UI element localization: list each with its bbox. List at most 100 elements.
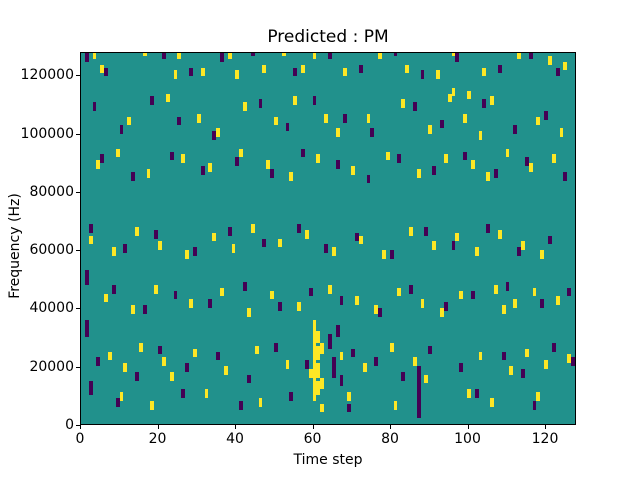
- heatmap-cell-low: [277, 302, 282, 311]
- heatmap-cell-low: [297, 224, 301, 233]
- heatmap-cell-low: [84, 53, 89, 62]
- heatmap-cell-high: [551, 154, 556, 164]
- heatmap-cell-low: [343, 113, 348, 123]
- heatmap-cell-low: [200, 166, 205, 175]
- heatmap-cell-high: [482, 67, 487, 77]
- heatmap-cell-high: [173, 70, 178, 80]
- heatmap-cell-high: [335, 128, 340, 138]
- heatmap-cell-high: [312, 366, 317, 384]
- heatmap-cell-high: [135, 226, 139, 236]
- heatmap-cell-high: [331, 247, 336, 256]
- heatmap-cell-low: [397, 154, 402, 164]
- heatmap-cell-high: [258, 397, 263, 407]
- heatmap-cell-low: [339, 296, 344, 306]
- heatmap-cell-low: [304, 360, 309, 369]
- heatmap-cell-low: [154, 229, 159, 239]
- heatmap-cell-high: [355, 296, 359, 306]
- heatmap-cell-low: [486, 224, 491, 233]
- heatmap-cell-high: [432, 241, 437, 251]
- heatmap-cell-high: [466, 90, 471, 100]
- heatmap-cell-high: [304, 229, 309, 239]
- heatmap-cell-high: [266, 160, 271, 169]
- heatmap-cell-high: [88, 235, 93, 245]
- heatmap-cell-low: [189, 67, 193, 77]
- heatmap-cell-low: [142, 305, 147, 314]
- x-axis-title: Time step: [293, 452, 363, 468]
- heatmap-cell-high: [312, 383, 317, 401]
- heatmap-cell-high: [478, 131, 483, 140]
- heatmap-cell-low: [393, 53, 398, 56]
- heatmap-cell-low: [212, 131, 217, 140]
- heatmap-cell-high: [239, 148, 244, 158]
- heatmap-cell-low: [351, 348, 356, 358]
- heatmap-cell-low: [493, 168, 498, 178]
- heatmap-cell-high: [378, 53, 383, 59]
- y-tick-mark: [76, 75, 80, 77]
- heatmap-cell-high: [204, 389, 209, 398]
- heatmap-cell-high: [320, 377, 325, 390]
- heatmap-cell-low: [216, 351, 220, 361]
- heatmap-cell-low: [532, 400, 537, 410]
- heatmap-cell-high: [393, 400, 398, 410]
- heatmap-cell-high: [389, 342, 394, 352]
- heatmap-cell-low: [328, 334, 332, 349]
- heatmap-cell-high: [366, 113, 371, 123]
- heatmap-cell-high: [115, 148, 120, 158]
- heatmap-cell-high: [436, 70, 440, 80]
- heatmap-cell-high: [104, 293, 109, 303]
- heatmap-cell-high: [223, 366, 228, 375]
- heatmap-cell-high: [324, 113, 328, 123]
- heatmap-cell-high: [451, 87, 456, 97]
- heatmap-cell-low: [505, 281, 510, 291]
- heatmap-cell-high: [513, 299, 518, 309]
- heatmap-cell-low: [177, 116, 182, 126]
- x-tick-label: 60: [303, 431, 322, 447]
- heatmap-cell-low: [104, 67, 109, 77]
- heatmap-cell-low: [420, 70, 425, 80]
- heatmap-cell-high: [382, 250, 386, 259]
- heatmap-cell-high: [501, 305, 506, 314]
- heatmap-cell-low: [92, 102, 97, 111]
- heatmap-cell-low: [328, 53, 332, 59]
- heatmap-cell-low: [96, 357, 101, 367]
- y-tick-mark: [76, 308, 80, 310]
- heatmap-cell-low: [347, 403, 352, 413]
- heatmap-cell-high: [185, 250, 190, 259]
- heatmap-cell-high: [246, 308, 251, 317]
- heatmap-cell-low: [470, 290, 475, 300]
- heatmap-cell-low: [412, 102, 417, 111]
- heatmap-cell-high: [111, 247, 116, 256]
- heatmap-cell-high: [490, 397, 494, 407]
- heatmap-cell-low: [84, 270, 89, 285]
- heatmap-cell-high: [328, 284, 332, 294]
- heatmap-cell-high: [196, 113, 201, 123]
- heatmap-cell-high: [567, 354, 572, 364]
- x-tick-mark: [390, 425, 391, 429]
- heatmap-cell-high: [270, 290, 274, 300]
- heatmap-cell-high: [285, 360, 290, 369]
- heatmap-cell-low: [416, 392, 421, 419]
- heatmap-cell-low: [551, 342, 556, 352]
- heatmap-cell-low: [331, 357, 336, 372]
- y-tick-label: 0: [65, 417, 74, 433]
- y-tick-mark: [76, 191, 80, 193]
- heatmap-cell-low: [335, 160, 340, 169]
- heatmap-cell-low: [374, 357, 379, 367]
- x-tick-mark: [467, 425, 469, 429]
- heatmap-cell-high: [312, 331, 317, 349]
- heatmap-cell-low: [324, 244, 328, 253]
- heatmap-cell-high: [547, 55, 552, 65]
- heatmap-cell-high: [416, 168, 421, 178]
- x-tick-label: 40: [226, 431, 244, 447]
- heatmap-cell-high: [544, 360, 548, 369]
- heatmap-cell-low: [135, 371, 139, 381]
- heatmap-cell-high: [154, 284, 159, 294]
- heatmap-cell-high: [192, 348, 197, 358]
- heatmap-cell-high: [320, 403, 325, 413]
- heatmap-cell-low: [389, 250, 394, 259]
- heatmap-cell-high: [497, 229, 502, 239]
- heatmap-cell-high: [293, 96, 298, 106]
- y-tick-mark: [76, 133, 80, 135]
- heatmap-cell-low: [131, 171, 136, 181]
- heatmap-cell-low: [443, 302, 448, 311]
